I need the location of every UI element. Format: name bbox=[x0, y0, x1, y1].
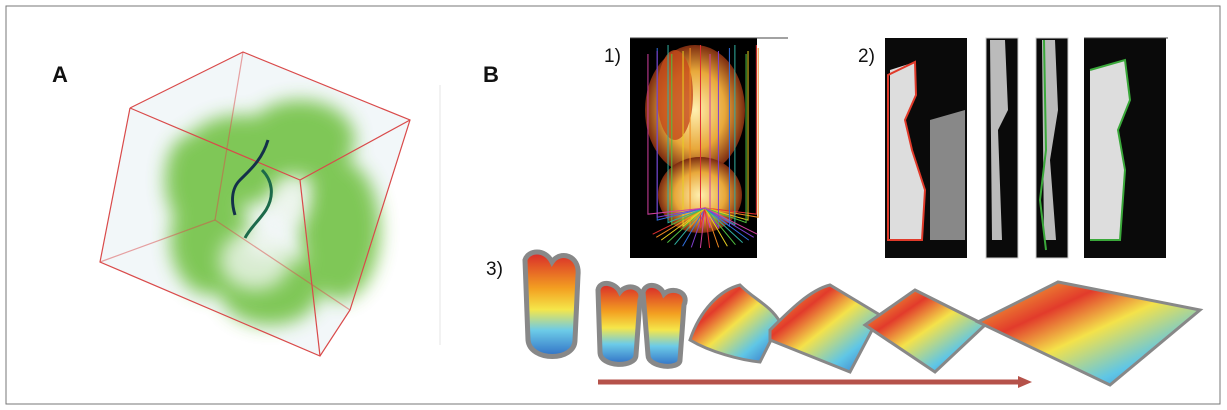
radial-slicing bbox=[630, 38, 788, 258]
step-label: 1) bbox=[604, 46, 621, 67]
arrow bbox=[598, 376, 1032, 388]
figure: A B 1) bbox=[0, 0, 1227, 410]
panel-label: A bbox=[52, 62, 68, 87]
volume-render bbox=[100, 52, 410, 356]
slice-images bbox=[885, 38, 1168, 258]
step-label: 3) bbox=[486, 259, 503, 280]
unfolding-sequence bbox=[525, 252, 1200, 385]
step-label: 2) bbox=[858, 46, 875, 67]
panel-label: B bbox=[483, 62, 499, 87]
